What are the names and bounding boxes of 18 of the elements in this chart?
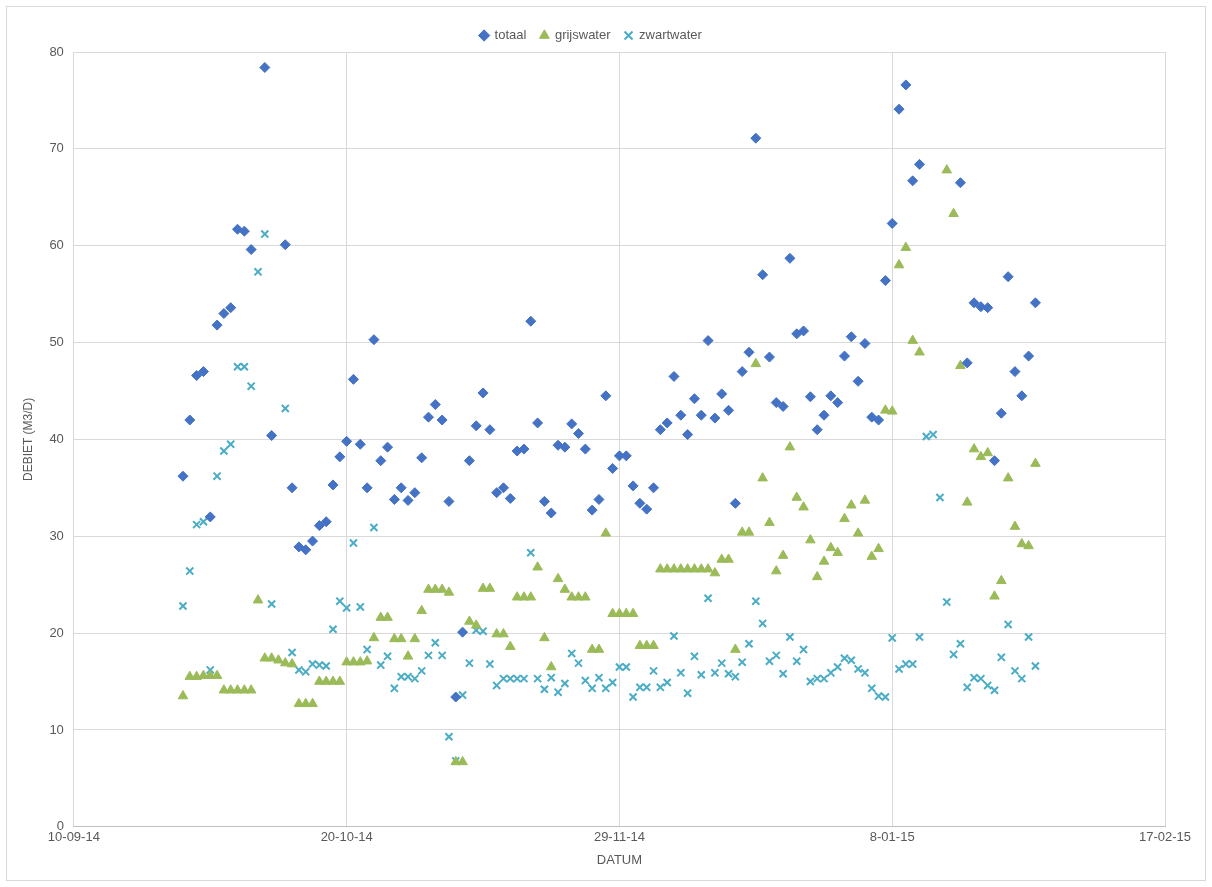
x-tick-label: 8-01-15 — [869, 829, 915, 845]
x-tick-label: 29-11-14 — [593, 829, 645, 845]
y-tick-label: 50 — [49, 334, 64, 350]
y-tick-label: 70 — [49, 140, 64, 156]
legend-label: totaal — [494, 27, 527, 43]
x-tick-label: 17-02-15 — [1138, 829, 1192, 845]
legend-label: zwartwater — [639, 27, 703, 43]
x-axis-title: DATUM — [596, 851, 643, 867]
y-tick-label: 40 — [49, 430, 64, 446]
x-tick-label: 20-10-14 — [320, 829, 373, 845]
legend-label: grijswater — [554, 27, 612, 43]
y-tick-label: 30 — [49, 527, 64, 543]
y-tick-label: 80 — [49, 43, 64, 59]
y-tick-label: 20 — [49, 624, 64, 640]
y-axis-title: DEBIET (M3/D) — [20, 397, 35, 481]
y-tick-label: 60 — [49, 237, 64, 253]
x-tick-label: 10-09-14 — [47, 829, 100, 845]
y-tick-label: 10 — [49, 721, 64, 737]
